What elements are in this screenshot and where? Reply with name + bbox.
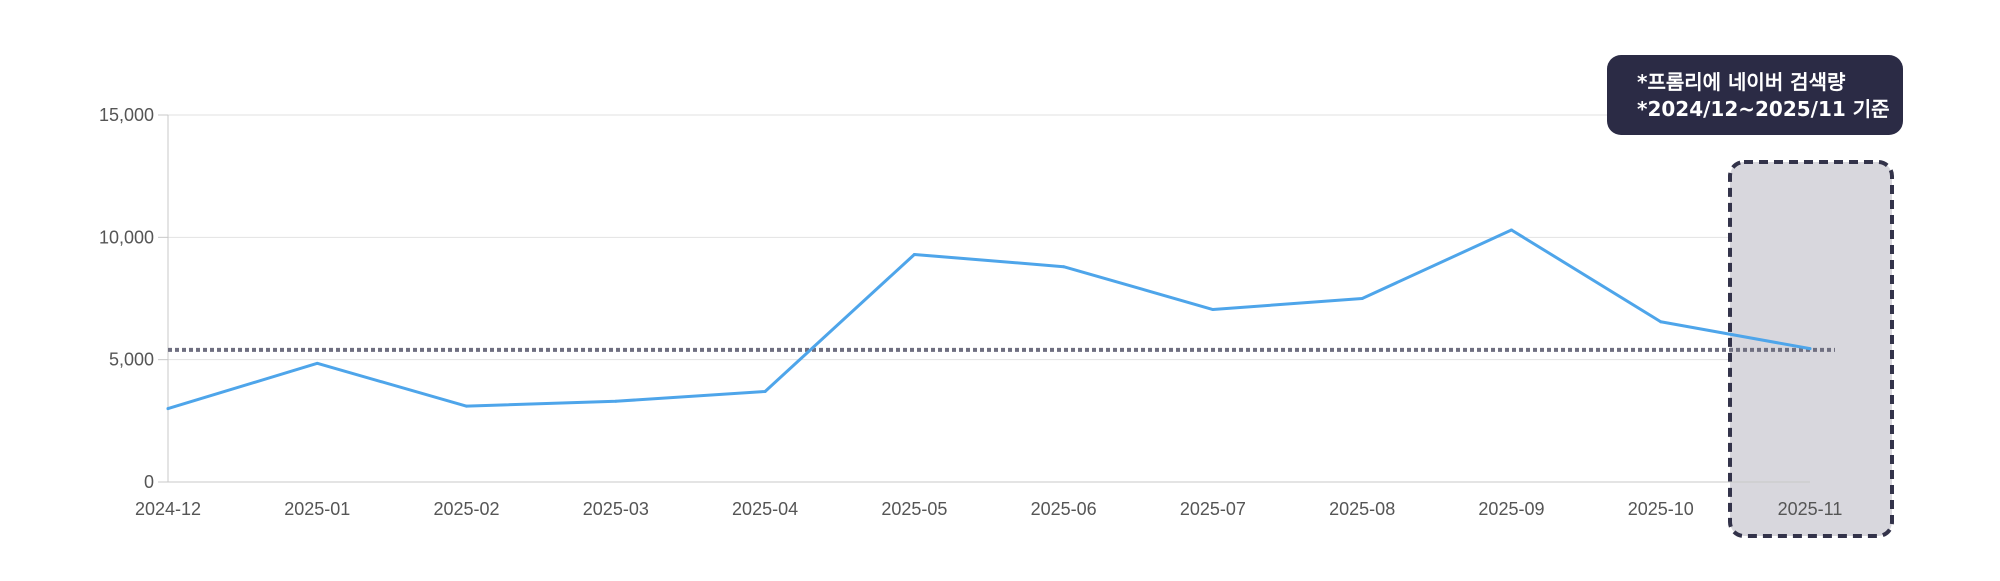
data-point-2025-02 xyxy=(465,404,469,408)
x-tick-label-2025-05: 2025-05 xyxy=(881,499,947,519)
x-tick-label-2025-06: 2025-06 xyxy=(1031,499,1097,519)
data-point-2025-07 xyxy=(1211,308,1215,312)
data-point-2025-04 xyxy=(763,389,767,393)
data-point-2025-06 xyxy=(1062,265,1066,269)
x-tick-label-2025-01: 2025-01 xyxy=(284,499,350,519)
data-point-2025-09 xyxy=(1509,228,1513,232)
y-tick-label: 0 xyxy=(144,472,154,492)
axes xyxy=(158,114,1810,483)
source-note-box: *프롬리에 네이버 검색량 *2024/12~2025/11 기준 xyxy=(1607,55,1903,135)
data-point-2025-05 xyxy=(912,252,916,256)
x-tick-label-2024-12: 2024-12 xyxy=(135,499,201,519)
note-line-1: *프롬리에 네이버 검색량 xyxy=(1637,70,1846,94)
x-tick-label-2025-10: 2025-10 xyxy=(1628,499,1694,519)
y-tick-label: 10,000 xyxy=(99,227,154,247)
data-point-2025-03 xyxy=(614,399,618,403)
x-tick-label-2025-02: 2025-02 xyxy=(434,499,500,519)
data-point-2025-11 xyxy=(1808,347,1812,351)
data-point-2025-10 xyxy=(1659,320,1663,324)
series-layer xyxy=(166,228,1812,411)
grid-lines xyxy=(168,114,1810,361)
x-tick-label-2025-03: 2025-03 xyxy=(583,499,649,519)
tick-labels: 0 5,000 10,000 15,000 2024-12 2025-01 2025-02 2… xyxy=(99,105,1842,519)
x-tick-label-2025-09: 2025-09 xyxy=(1478,499,1544,519)
x-tick-label-2025-11: 2025-11 xyxy=(1778,499,1843,519)
data-point-2025-01 xyxy=(315,361,319,365)
x-tick-label-2025-07: 2025-07 xyxy=(1180,499,1246,519)
note-line-2: *2024/12~2025/11 기준 xyxy=(1637,97,1890,121)
data-point-2024-12 xyxy=(166,407,170,411)
x-tick-label-2025-08: 2025-08 xyxy=(1329,499,1395,519)
x-tick-label-2025-04: 2025-04 xyxy=(732,499,798,519)
y-tick-label: 15,000 xyxy=(99,105,154,125)
y-tick-label: 5,000 xyxy=(109,350,154,370)
data-point-2025-08 xyxy=(1360,297,1364,300)
series-line-0 xyxy=(166,228,1812,411)
